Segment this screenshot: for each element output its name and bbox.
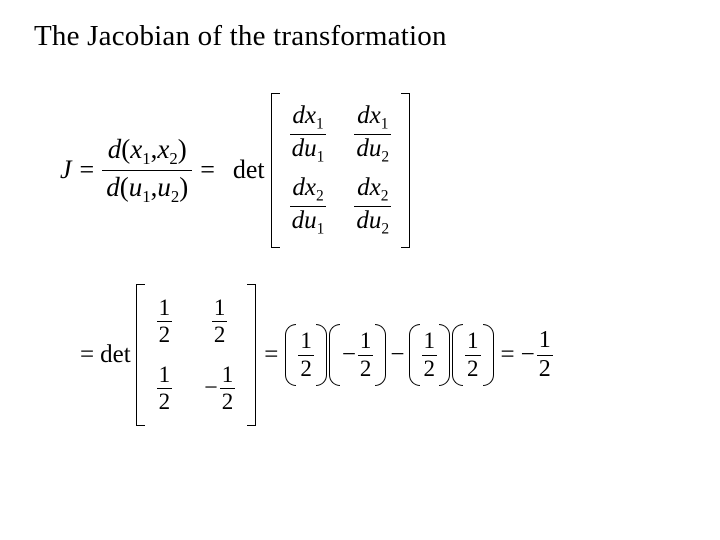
- equals-2c: =: [501, 341, 515, 369]
- result-sign: −: [521, 341, 535, 369]
- det-label-1: det: [233, 155, 265, 185]
- page-title: The Jacobian of the transformation: [34, 20, 690, 53]
- symbol-J: J: [60, 155, 72, 185]
- d-ratio-den: d(u1,u2): [102, 170, 192, 207]
- result-value: 1 2: [537, 328, 553, 381]
- term-2: − 1 2: [328, 324, 388, 386]
- jacobian-matrix: dx1 du1 dx1 du2 dx2 du1 dx2 du2: [271, 93, 411, 248]
- matrix-cell: 1 2: [212, 296, 228, 347]
- slide: The Jacobian of the transformation J = d…: [0, 0, 720, 540]
- equals-1b: =: [200, 155, 215, 185]
- equation-line-2: = det 1 2 1 2 1 2 −: [74, 284, 690, 427]
- matrix-cell: dx2 du1: [290, 175, 327, 237]
- d-ratio: d(x1,x2) d(u1,u2): [102, 133, 192, 207]
- d-ratio-num: d(x1,x2): [104, 133, 191, 169]
- bracket-left: [271, 93, 280, 248]
- equals-2a: =: [80, 341, 94, 369]
- term-1: 1 2: [284, 324, 328, 386]
- matrix-cell: 1 2: [157, 296, 173, 347]
- term-4: 1 2: [451, 324, 495, 386]
- term-3: 1 2: [408, 324, 452, 386]
- matrix-cell: dx1 du2: [354, 103, 391, 165]
- equals-1a: =: [80, 155, 95, 185]
- matrix-cell: − 1 2: [204, 363, 235, 414]
- bracket-right: [401, 93, 410, 248]
- equation-line-1: J = d(x1,x2) d(u1,u2) = det dx1 du1 d: [60, 93, 690, 248]
- numeric-matrix: 1 2 1 2 1 2 − 1 2: [136, 284, 257, 427]
- det-label-2: det: [100, 341, 131, 369]
- minus-operator: −: [390, 341, 404, 369]
- equals-2b: =: [264, 341, 278, 369]
- matrix-cell: dx2 du2: [354, 175, 391, 237]
- matrix-cell: dx1 du1: [290, 103, 327, 165]
- matrix-cell: 1 2: [157, 363, 173, 414]
